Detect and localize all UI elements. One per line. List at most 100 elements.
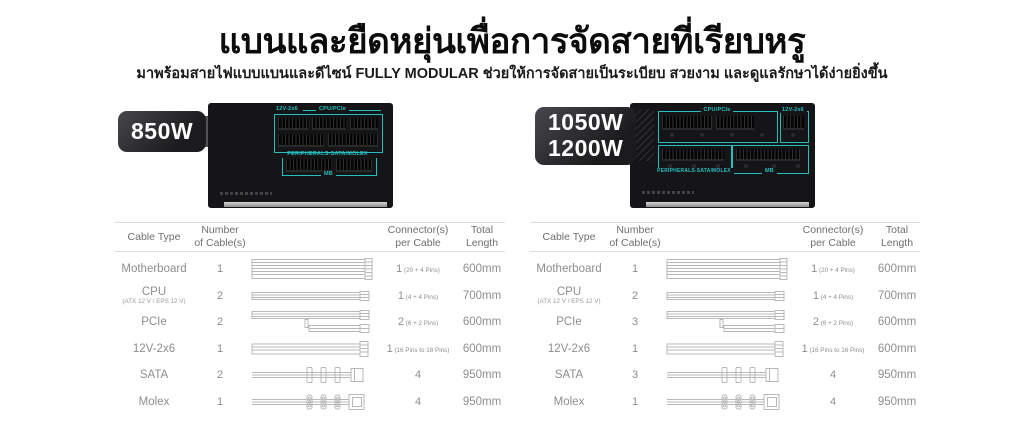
- connector-count: 2: [812, 316, 819, 329]
- wattage-badge-850w: 850W: [118, 111, 207, 152]
- cpu-cable-graphic: [247, 283, 377, 309]
- connector-block: [783, 116, 804, 130]
- connectors-cell: 1 (20 + 4 Pins): [377, 263, 459, 275]
- cable-spec-table-850w: Cable Type Number of Cable(s) Connector(s)…: [115, 222, 505, 415]
- cable-count-cell: 1: [216, 263, 224, 276]
- cable-count-cell: 3: [631, 316, 639, 329]
- wattage-label: 1200W: [548, 135, 624, 161]
- sata-cable-graphic: [247, 362, 377, 388]
- connectors-cell: 1 (4 + 4 Pins): [377, 290, 459, 302]
- screw-dot: [744, 164, 748, 168]
- panel-label-12v-2x6: 12V-2x6: [276, 106, 298, 112]
- connector-count: 4: [414, 369, 422, 382]
- 12v2x6-cable-graphic: [662, 336, 792, 362]
- cable-type-cell: Motherboard: [115, 263, 193, 275]
- connector-count: 1: [396, 263, 403, 276]
- table-row: Motherboard 1 1 (20 + 4 Pins) 600mm: [530, 256, 920, 283]
- cable-type-label: Motherboard: [121, 263, 187, 276]
- pcie-cable-graphic: [247, 309, 377, 335]
- connector-pin-note: (16 Pins to 16 Pins): [807, 346, 865, 354]
- connector-block: [716, 116, 754, 130]
- cable-type-cell: CPU (ATX 12 V / EPS 12 V): [115, 286, 193, 305]
- connector-block: [312, 118, 346, 130]
- connector-pin-note: (4 + 4 Pins): [404, 293, 439, 301]
- screw-dot: [670, 133, 674, 137]
- cable-type-label: 12V-2x6: [547, 342, 591, 355]
- column-header: Cable Type: [542, 230, 596, 243]
- column-header: Number of Cable(s): [609, 224, 661, 249]
- table-body: Motherboard 1 1 (20 + 4 Pins) 600mm CPU (ATX …: [530, 252, 920, 415]
- motherboard-cable-graphic: [662, 256, 792, 282]
- table-row: Motherboard 1 1 (20 + 4 Pins) 600mm: [115, 256, 505, 283]
- cable-type-cell: 12V-2x6: [115, 343, 193, 355]
- psu-image-850w: 12V-2x6 CPU/PCIe PERIPHERALS-SATA/MOLEX …: [208, 103, 393, 208]
- connector-count: 4: [414, 395, 422, 408]
- connector-pin-note: (20 + 4 Pins): [402, 267, 440, 275]
- cable-type-label: SATA: [554, 369, 584, 382]
- connector-count: 4: [829, 395, 837, 408]
- connector-pin-note: (6 + 2 Pins): [819, 320, 854, 328]
- cable-type-cell: SATA: [115, 369, 193, 381]
- cable-type-label: Motherboard: [536, 263, 602, 276]
- connectors-cell: 1 (16 Pins to 16 Pins): [377, 343, 459, 355]
- cable-type-label: CPU: [141, 286, 167, 299]
- connector-block: [278, 118, 308, 130]
- cable-type-label: PCIe: [141, 316, 167, 329]
- connector-pin-note: (6 + 2 Pins): [404, 320, 439, 328]
- connector-block: [662, 149, 724, 161]
- wattage-badge-1050w-1200w: 1050W 1200W: [535, 107, 637, 165]
- screw-dot: [796, 164, 800, 168]
- connectors-cell: 4: [377, 369, 459, 381]
- cable-type-label: Molex: [138, 395, 170, 408]
- cable-type-cell: SATA: [530, 369, 608, 381]
- connector-block: [736, 149, 800, 161]
- connectors-cell: 4: [792, 396, 874, 408]
- total-length-cell: 950mm: [462, 369, 502, 382]
- total-length-cell: 700mm: [877, 289, 917, 302]
- total-length-cell: 950mm: [462, 395, 502, 408]
- table-row: CPU (ATX 12 V / EPS 12 V) 2 1 (4 + 4 Pins) 7…: [530, 283, 920, 310]
- cable-count-cell: 1: [631, 342, 639, 355]
- cable-type-cell: Molex: [530, 396, 608, 408]
- molex-cable-graphic: [247, 389, 377, 415]
- column-header: Number of Cable(s): [194, 224, 246, 249]
- cable-count-cell: 2: [631, 289, 639, 302]
- total-length-cell: 600mm: [877, 342, 917, 355]
- total-length-cell: 600mm: [877, 263, 917, 276]
- callout-line: [303, 110, 316, 111]
- connector-count: 1: [386, 342, 393, 355]
- table-row: Molex 1 4 950mm: [115, 389, 505, 416]
- connector-pin-note: (20 + 4 Pins): [817, 267, 855, 275]
- connector-pin-note: (16 Pins to 16 Pins): [392, 346, 450, 354]
- table-body: Motherboard 1 1 (20 + 4 Pins) 600mm CPU (ATX …: [115, 252, 505, 415]
- page-title: แบนและยืดหยุ่นเพื่อการจัดสายที่เรียบหรู: [218, 22, 806, 61]
- screw-dot: [692, 164, 696, 168]
- panel-label-cpu-pcie: CPU/PCIe: [319, 106, 346, 112]
- molex-cable-graphic: [662, 389, 792, 415]
- table-row: SATA 3 4 950mm: [530, 362, 920, 389]
- cable-count-cell: 1: [216, 342, 224, 355]
- connector-count: 1: [811, 263, 818, 276]
- total-length-cell: 600mm: [462, 263, 502, 276]
- cable-count-cell: 2: [216, 369, 224, 382]
- cable-count-cell: 1: [631, 263, 639, 276]
- connector-group-outline: [274, 114, 383, 153]
- connectors-cell: 1 (16 Pins to 16 Pins): [792, 343, 874, 355]
- total-length-cell: 600mm: [877, 316, 917, 329]
- connector-count: 1: [801, 342, 808, 355]
- total-length-cell: 600mm: [462, 342, 502, 355]
- connector-block: [286, 159, 332, 172]
- connectors-cell: 2 (6 + 2 Pins): [792, 316, 874, 328]
- screw-dot: [760, 133, 764, 137]
- cable-count-cell: 1: [216, 395, 224, 408]
- table-row: PCIe 3 2 (6 + 2 Pins) 600mm: [530, 309, 920, 336]
- cable-type-cell: PCIe: [115, 316, 193, 328]
- table-row: Molex 1 4 950mm: [530, 389, 920, 416]
- callout-line: [349, 110, 381, 111]
- panel-label-cpu-pcie: CPU/PCIe: [658, 107, 776, 114]
- panel-label-12v-2x6: 12V-2x6: [768, 107, 818, 114]
- connectors-cell: 4: [792, 369, 874, 381]
- panel-label-mb: MB: [282, 171, 375, 178]
- psu-image-1050w-1200w: CPU/PCIe 12V-2x6 PERIP: [630, 103, 815, 208]
